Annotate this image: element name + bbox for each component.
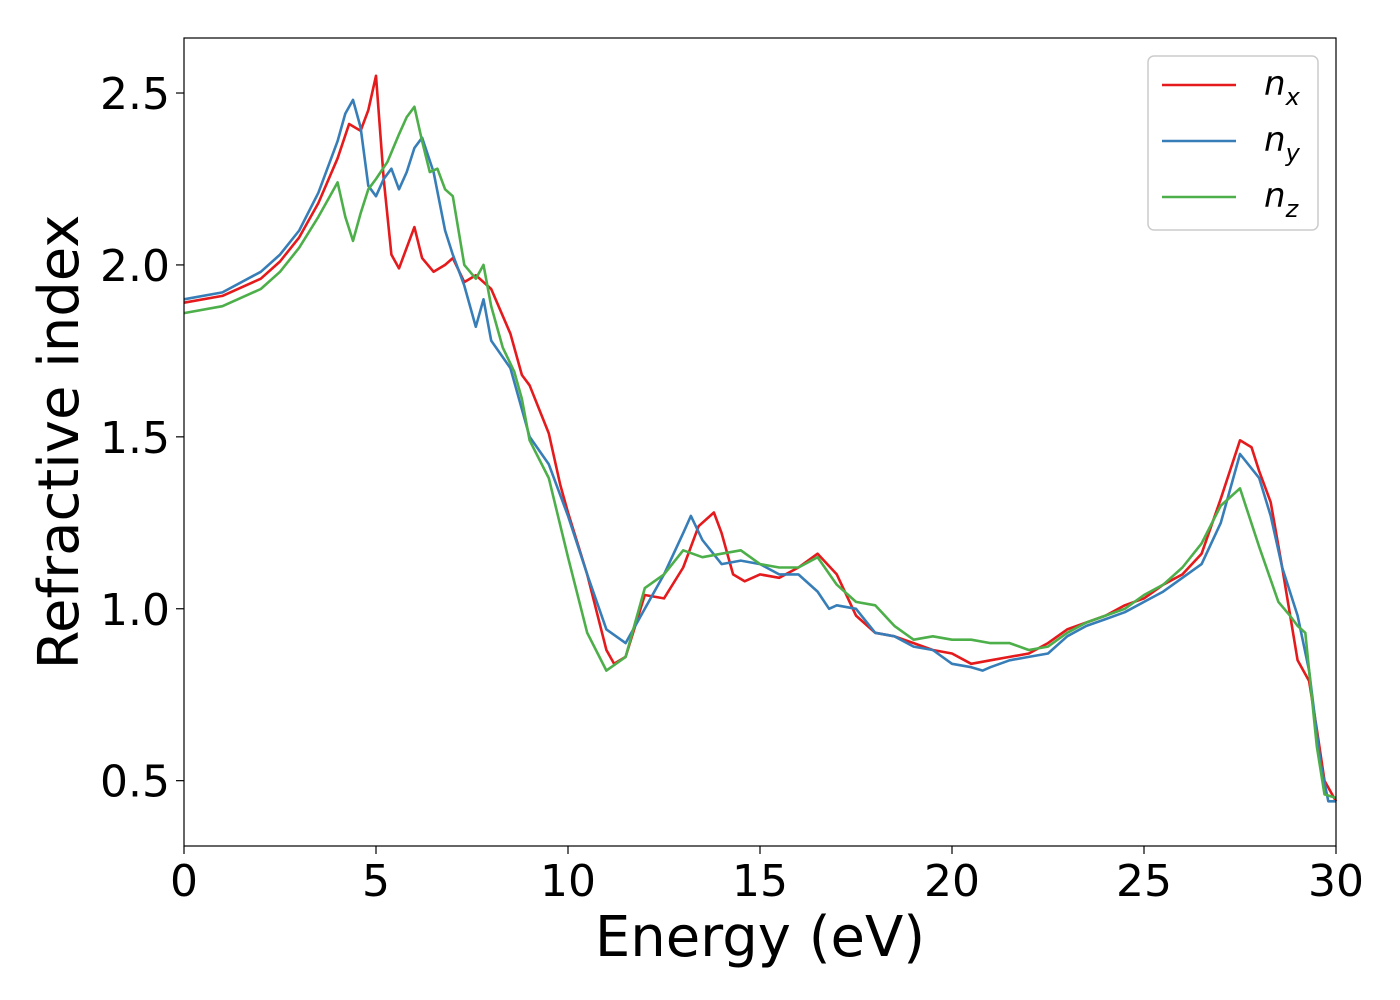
series-layer (183, 74, 1338, 803)
legend-label-x: nx (1264, 64, 1301, 111)
legend-box (1147, 55, 1319, 231)
series-line-y (183, 98, 1336, 803)
legend-label-z: nz (1264, 176, 1300, 223)
y-tick-label: 2.0 (100, 241, 170, 292)
y-tick-label: 2.5 (100, 69, 170, 120)
y-tick-label: 1.5 (100, 413, 170, 464)
y-axis-label: Refractive index (27, 215, 92, 670)
x-tick-label: 5 (362, 856, 390, 907)
y-tick-label: 1.0 (100, 585, 170, 636)
x-tick-label: 30 (1308, 856, 1364, 907)
x-tick-label: 20 (924, 856, 980, 907)
legend-entries: nx ny nz (1162, 64, 1301, 223)
series-line-z (183, 105, 1337, 800)
x-tick-label: 25 (1116, 856, 1172, 907)
series-line-x (183, 74, 1338, 802)
x-tick-label: 0 (170, 856, 198, 907)
legend-label-y: ny (1264, 120, 1301, 167)
y-tick-label: 0.5 (100, 757, 170, 808)
y-axis: 0.5 1.0 1.5 2.0 2.5 (100, 69, 184, 808)
x-axis: 0 5 10 15 20 25 30 (170, 846, 1364, 907)
x-axis-label: Energy (eV) (595, 905, 925, 970)
plot-background (184, 38, 1336, 846)
x-tick-label: 15 (732, 856, 788, 907)
legend: nx ny nz (1147, 55, 1319, 231)
x-tick-label: 10 (540, 856, 596, 907)
